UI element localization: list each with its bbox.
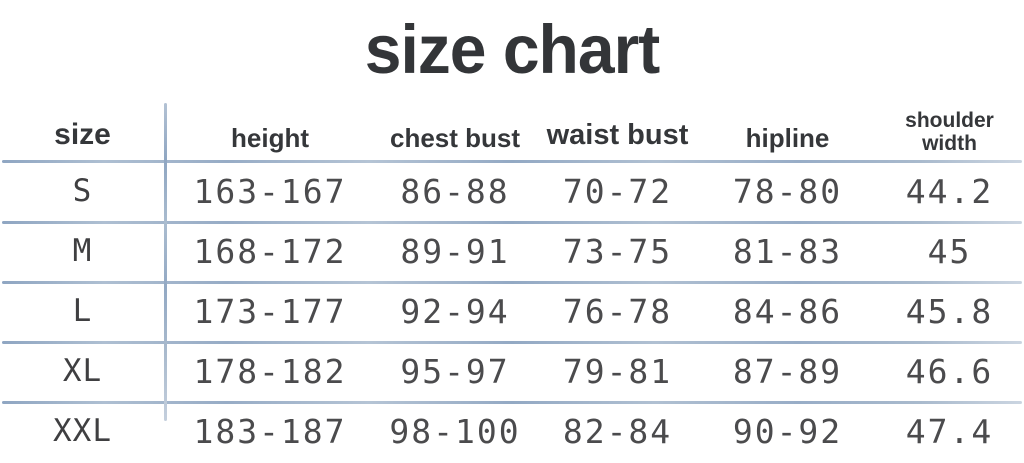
hipline-value: 84-86 bbox=[732, 291, 843, 331]
size-column-divider-line bbox=[164, 103, 167, 421]
chest-bust-value: 89-91 bbox=[400, 231, 510, 271]
header-cell-hipline: hipline bbox=[745, 123, 830, 153]
hipline-value: 90-92 bbox=[732, 411, 843, 451]
shoulder-width-value: 47.4 bbox=[905, 411, 994, 451]
size-label: XXL bbox=[53, 413, 112, 449]
height-value: 163-167 bbox=[193, 171, 347, 211]
header-cell-height: height bbox=[231, 123, 309, 153]
shoulder-width-value: 44.2 bbox=[905, 171, 994, 211]
waist-bust-value: 82-84 bbox=[562, 411, 673, 451]
size-label: S bbox=[72, 173, 93, 209]
waist-bust-value: 79-81 bbox=[562, 351, 673, 391]
waist-bust-value: 73-75 bbox=[562, 231, 673, 271]
header-cell-shoulder-width: shoulder width bbox=[905, 108, 994, 156]
size-label: XL bbox=[62, 353, 103, 389]
waist-bust-value: 70-72 bbox=[562, 171, 673, 211]
size-table: size height chest bust waist bust hiplin… bbox=[0, 100, 1024, 461]
header-cell-chest-bust: chest bust bbox=[389, 123, 521, 153]
chest-bust-value: 86-88 bbox=[400, 171, 510, 211]
page-title: size chart bbox=[364, 10, 660, 88]
table-row-xxl: XXL 183-187 98-100 82-84 90-92 47.4 bbox=[0, 401, 1024, 461]
height-value: 178-182 bbox=[193, 351, 347, 391]
size-label: L bbox=[72, 293, 93, 329]
shoulder-width-value: 46.6 bbox=[905, 351, 994, 391]
shoulder-width-value: 45 bbox=[927, 231, 972, 271]
chest-bust-value: 92-94 bbox=[400, 291, 510, 331]
row-divider-line bbox=[2, 341, 1022, 344]
height-value: 168-172 bbox=[193, 231, 347, 271]
height-value: 183-187 bbox=[193, 411, 347, 451]
table-row-xl: XL 178-182 95-97 79-81 87-89 46.6 bbox=[0, 341, 1024, 401]
waist-bust-value: 76-78 bbox=[562, 291, 673, 331]
height-value: 173-177 bbox=[193, 291, 347, 331]
hipline-value: 78-80 bbox=[732, 171, 843, 211]
row-divider-line bbox=[2, 401, 1022, 404]
header-divider-line bbox=[2, 160, 1022, 163]
hipline-value: 87-89 bbox=[732, 351, 843, 391]
chest-bust-value: 95-97 bbox=[400, 351, 510, 391]
table-row-m: M 168-172 89-91 73-75 81-83 45 bbox=[0, 221, 1024, 281]
table-row-s: S 163-167 86-88 70-72 78-80 44.2 bbox=[0, 161, 1024, 221]
size-label: M bbox=[72, 233, 93, 269]
table-row-l: L 173-177 92-94 76-78 84-86 45.8 bbox=[0, 281, 1024, 341]
row-divider-line bbox=[2, 281, 1022, 284]
table-header-row: size height chest bust waist bust hiplin… bbox=[0, 100, 1024, 161]
row-divider-line bbox=[2, 221, 1022, 224]
shoulder-width-value: 45.8 bbox=[905, 291, 994, 331]
hipline-value: 81-83 bbox=[732, 231, 843, 271]
header-cell-waist-bust: waist bust bbox=[546, 119, 689, 151]
chest-bust-value: 98-100 bbox=[389, 411, 521, 451]
header-cell-size: size bbox=[54, 118, 111, 151]
